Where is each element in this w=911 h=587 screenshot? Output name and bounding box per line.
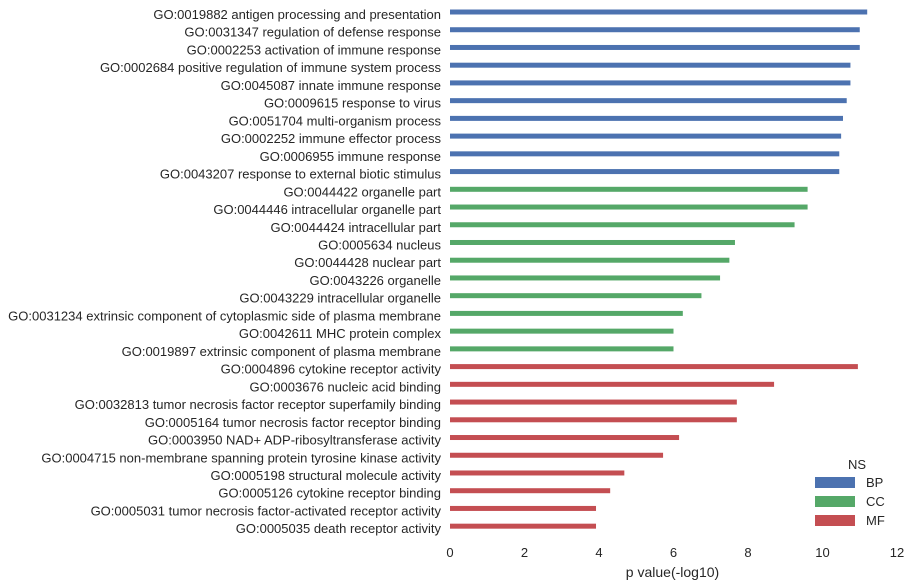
bar-bp bbox=[450, 115, 843, 121]
bar-bp bbox=[450, 98, 847, 104]
category-label: GO:0044428 nuclear part bbox=[294, 255, 441, 270]
bar-mf bbox=[450, 505, 597, 511]
category-label: GO:0002253 activation of immune response bbox=[187, 42, 441, 57]
legend: NS BP CC MF bbox=[815, 457, 885, 528]
category-label: GO:0044424 intracellular part bbox=[270, 220, 441, 235]
bars bbox=[450, 9, 868, 529]
bar-cc bbox=[450, 257, 730, 263]
category-label: GO:0005035 death receptor activity bbox=[236, 521, 442, 536]
category-label: GO:0009615 response to virus bbox=[264, 96, 442, 111]
bar-bp bbox=[450, 44, 860, 50]
bar-mf bbox=[450, 470, 625, 476]
category-label: GO:0005031 tumor necrosis factor-activat… bbox=[91, 503, 442, 518]
bar-mf bbox=[450, 488, 611, 494]
x-tick-label: 8 bbox=[744, 545, 751, 560]
bar-bp bbox=[450, 80, 851, 86]
bar-mf bbox=[450, 399, 737, 405]
category-label: GO:0019882 antigen processing and presen… bbox=[153, 7, 441, 22]
category-label: GO:0042611 MHC protein complex bbox=[239, 326, 442, 341]
bar-mf bbox=[450, 435, 680, 441]
category-label: GO:0044446 intracellular organelle part bbox=[213, 202, 441, 217]
category-label: GO:0043226 organelle bbox=[309, 273, 441, 288]
bar-bp bbox=[450, 27, 860, 33]
category-label: GO:0043229 intracellular organelle bbox=[239, 291, 441, 306]
bar-cc bbox=[450, 186, 808, 192]
category-label: GO:0045087 innate immune response bbox=[221, 78, 441, 93]
legend-title: NS bbox=[848, 457, 866, 472]
bar-mf bbox=[450, 381, 775, 387]
legend-swatch-mf bbox=[815, 515, 855, 526]
bar-bp bbox=[450, 62, 851, 68]
x-axis-title: p value(-log10) bbox=[626, 564, 719, 580]
legend-label-mf: MF bbox=[866, 513, 885, 528]
bar-cc bbox=[450, 293, 702, 299]
category-label: GO:0002252 immune effector process bbox=[221, 131, 442, 146]
x-tick-label: 12 bbox=[890, 545, 904, 560]
category-label: GO:0005126 cytokine receptor binding bbox=[218, 486, 441, 501]
legend-swatch-cc bbox=[815, 496, 855, 507]
category-label: GO:0003950 NAD+ ADP-ribosyltransferase a… bbox=[148, 433, 441, 448]
bar-cc bbox=[450, 328, 674, 334]
x-tick-label: 2 bbox=[521, 545, 528, 560]
bar-bp bbox=[450, 133, 842, 139]
bar-cc bbox=[450, 310, 683, 316]
category-label: GO:0044422 organelle part bbox=[283, 184, 441, 199]
category-label: GO:0051704 multi-organism process bbox=[229, 113, 442, 128]
bar-mf bbox=[450, 452, 664, 458]
category-label: GO:0031234 extrinsic component of cytopl… bbox=[8, 308, 441, 323]
category-label: GO:0005198 structural molecule activity bbox=[211, 468, 442, 483]
bar-bp bbox=[450, 169, 840, 175]
x-tick-label: 4 bbox=[595, 545, 602, 560]
category-label: GO:0031347 regulation of defense respons… bbox=[184, 25, 441, 40]
bar-mf bbox=[450, 523, 597, 529]
category-label: GO:0004896 cytokine receptor activity bbox=[221, 362, 442, 377]
bar-mf bbox=[450, 417, 737, 423]
category-label: GO:0004715 non-membrane spanning protein… bbox=[41, 450, 441, 465]
category-label: GO:0005164 tumor necrosis factor recepto… bbox=[145, 415, 441, 430]
bar-cc bbox=[450, 346, 674, 352]
x-axis-ticks: 0 2 4 6 8 10 12 bbox=[446, 545, 904, 560]
bar-cc bbox=[450, 204, 808, 210]
x-tick-label: 0 bbox=[446, 545, 453, 560]
bar-bp bbox=[450, 9, 868, 15]
category-label: GO:0006955 immune response bbox=[260, 149, 441, 164]
category-label: GO:0032813 tumor necrosis factor recepto… bbox=[75, 397, 441, 412]
category-label: GO:0002684 positive regulation of immune… bbox=[100, 60, 442, 75]
legend-swatch-bp bbox=[815, 477, 855, 488]
bar-bp bbox=[450, 151, 840, 157]
bar-mf bbox=[450, 364, 858, 370]
category-label: GO:0019897 extrinsic component of plasma… bbox=[122, 344, 441, 359]
bar-cc bbox=[450, 275, 721, 281]
category-labels: GO:0019882 antigen processing and presen… bbox=[8, 7, 441, 536]
bar-cc bbox=[450, 239, 735, 245]
x-tick-label: 6 bbox=[670, 545, 677, 560]
legend-label-cc: CC bbox=[866, 494, 885, 509]
category-label: GO:0043207 response to external biotic s… bbox=[160, 167, 442, 182]
x-tick-label: 10 bbox=[815, 545, 829, 560]
bar-cc bbox=[450, 222, 795, 228]
category-label: GO:0005634 nucleus bbox=[318, 237, 441, 252]
category-label: GO:0003676 nucleic acid binding bbox=[249, 379, 441, 394]
legend-label-bp: BP bbox=[866, 475, 883, 490]
